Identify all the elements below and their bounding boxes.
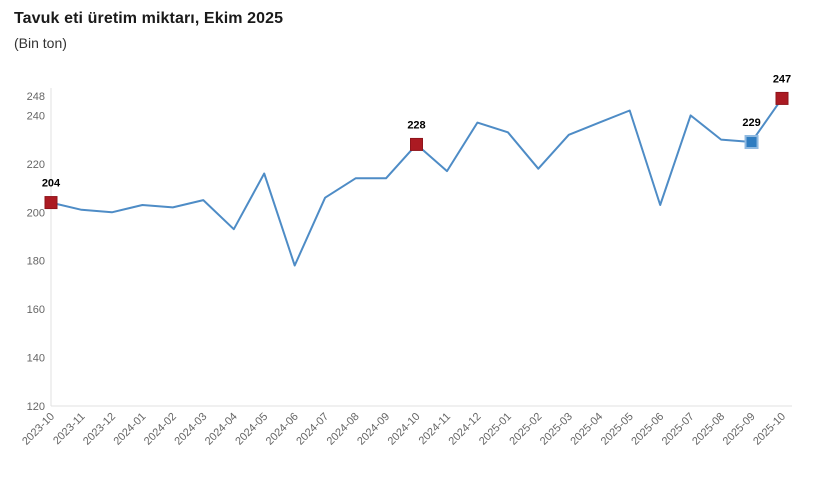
x-axis-tick-label: 2025-05	[599, 411, 636, 448]
chart-subtitle: (Bin ton)	[14, 35, 67, 51]
data-point-marker-red[interactable]	[410, 137, 423, 151]
data-point-label: 247	[773, 73, 791, 85]
x-axis-tick-label: 2025-03	[538, 411, 575, 448]
x-axis-tick-label: 2025-06	[629, 411, 666, 448]
x-axis-tick-label: 2025-08	[690, 411, 727, 448]
y-axis-tick-label: 140	[27, 353, 45, 365]
x-axis-tick-label: 2024-03	[172, 411, 209, 448]
x-axis-tick-label: 2025-07	[660, 411, 697, 448]
y-axis-tick-label: 120	[27, 401, 45, 413]
data-point-marker-blue[interactable]	[744, 135, 759, 150]
x-axis-tick-label: 2024-06	[264, 411, 301, 448]
x-axis-tick-label: 2024-08	[325, 411, 362, 448]
x-axis-tick-label: 2023-12	[81, 411, 118, 448]
x-axis-tick-label: 2025-10	[751, 411, 788, 448]
y-axis-tick-label: 160	[27, 304, 45, 316]
data-point-marker-red[interactable]	[775, 91, 789, 105]
chart-title: Tavuk eti üretim miktarı, Ekim 2025	[14, 10, 284, 27]
x-axis-tick-label: 2024-02	[142, 411, 179, 448]
x-axis-tick-label: 2024-07	[294, 411, 331, 448]
data-point-label: 229	[742, 117, 760, 129]
x-axis-tick-label: 2024-09	[355, 411, 392, 448]
data-point-label: 228	[407, 119, 425, 131]
x-axis-tick-label: 2025-02	[507, 411, 544, 448]
x-axis-tick-label: 2025-01	[477, 411, 514, 448]
x-axis-tick-label: 2025-09	[721, 411, 758, 448]
y-axis-tick-label: 240	[27, 110, 45, 122]
x-axis-tick-label: 2024-10	[386, 411, 423, 448]
y-axis-tick-label: 200	[27, 207, 45, 219]
x-axis-tick-label: 2025-04	[568, 411, 605, 448]
data-point-marker-red[interactable]	[44, 196, 58, 210]
x-axis-tick-label: 2024-04	[203, 411, 240, 448]
y-axis-tick-label: 220	[27, 159, 45, 171]
data-point-label: 204	[42, 178, 61, 190]
x-axis-tick-label: 2023-10	[20, 411, 57, 448]
y-axis-tick-label: 180	[27, 256, 45, 268]
x-axis-tick-label: 2024-12	[447, 411, 484, 448]
x-axis-tick-label: 2024-05	[233, 411, 270, 448]
y-axis-tick-label: 248	[27, 91, 45, 103]
x-axis-tick-label: 2024-01	[111, 411, 148, 448]
